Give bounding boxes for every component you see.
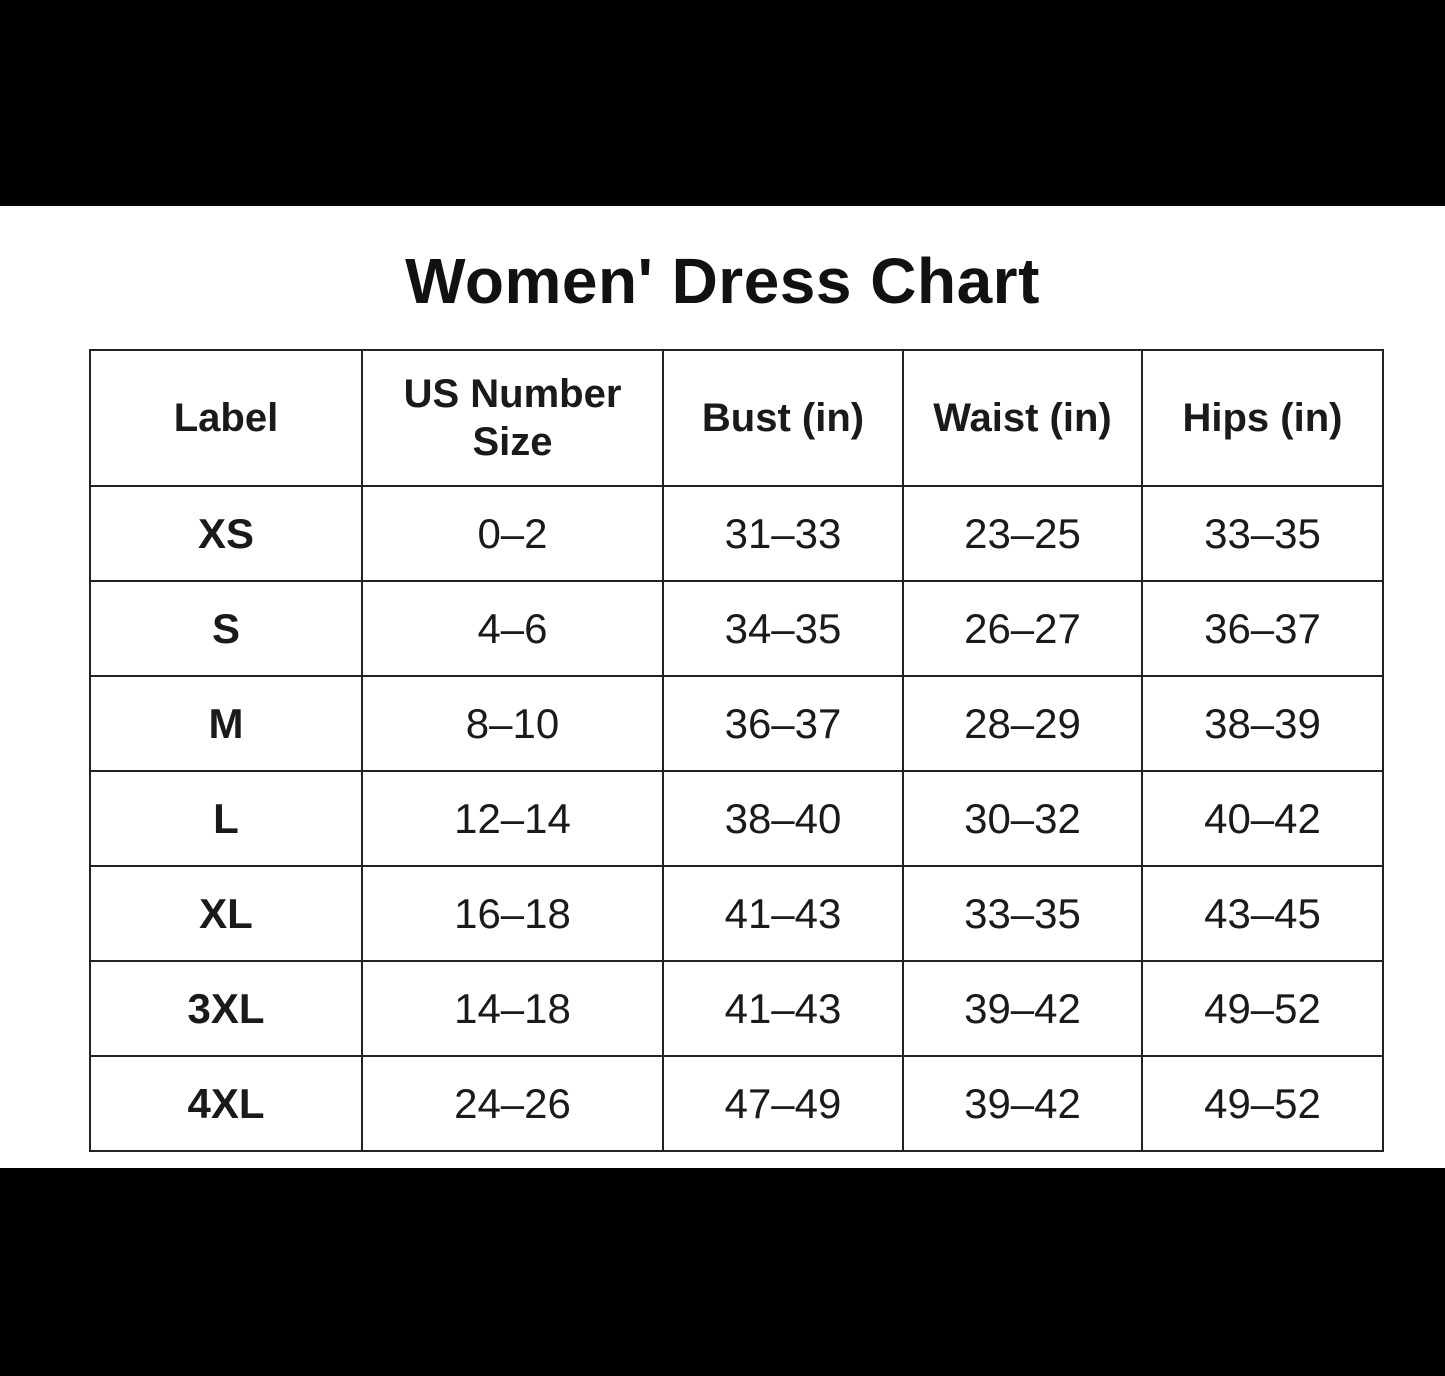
column-header: Label [89,349,363,487]
table-cell: 36–37 [1141,580,1384,677]
table-row: L 12–14 38–40 30–32 40–42 [89,770,1384,867]
table-cell: 40–42 [1141,770,1384,867]
table-cell: 34–35 [662,580,904,677]
table-row: M 8–10 36–37 28–29 38–39 [89,675,1384,772]
table-cell: 38–39 [1141,675,1384,772]
size-label-cell: XL [89,865,363,962]
table-cell: 39–42 [902,1055,1143,1152]
table-cell: 26–27 [902,580,1143,677]
table-cell: 49–52 [1141,1055,1384,1152]
header-row: Label US Number Size Bust (in) Waist (in) Hi… [89,349,1384,487]
table-cell: 24–26 [361,1055,664,1152]
table-cell: 8–10 [361,675,664,772]
table-row: XL 16–18 41–43 33–35 43–45 [89,865,1384,962]
column-header: Waist (in) [902,349,1143,487]
table-cell: 23–25 [902,485,1143,582]
table-cell: 41–43 [662,865,904,962]
table-cell: 47–49 [662,1055,904,1152]
table-cell: 0–2 [361,485,664,582]
size-table: Label US Number Size Bust (in) Waist (in) Hi… [89,349,1384,1152]
table-cell: 43–45 [1141,865,1384,962]
table-cell: 33–35 [1141,485,1384,582]
table-row: 3XL 14–18 41–43 39–42 49–52 [89,960,1384,1057]
column-header: Hips (in) [1141,349,1384,487]
table-cell: 49–52 [1141,960,1384,1057]
column-header: US Number Size [361,349,664,487]
table-cell: 28–29 [902,675,1143,772]
table-cell: 33–35 [902,865,1143,962]
table-cell: 38–40 [662,770,904,867]
table-cell: 36–37 [662,675,904,772]
size-label-cell: 4XL [89,1055,363,1152]
table-cell: 14–18 [361,960,664,1057]
column-header: Bust (in) [662,349,904,487]
table-cell: 41–43 [662,960,904,1057]
table-cell: 30–32 [902,770,1143,867]
table-cell: 4–6 [361,580,664,677]
table-row: S 4–6 34–35 26–27 36–37 [89,580,1384,677]
table-cell: 31–33 [662,485,904,582]
size-label-cell: XS [89,485,363,582]
table-cell: 39–42 [902,960,1143,1057]
table-row: XS 0–2 31–33 23–25 33–35 [89,485,1384,582]
size-label-cell: S [89,580,363,677]
size-label-cell: 3XL [89,960,363,1057]
table-cell: 12–14 [361,770,664,867]
chart-title: Women' Dress Chart [405,245,1040,317]
size-label-cell: M [89,675,363,772]
size-chart-sheet: Women' Dress Chart Label US Number Size Bu… [0,206,1445,1168]
table-row: 4XL 24–26 47–49 39–42 49–52 [89,1055,1384,1152]
table-cell: 16–18 [361,865,664,962]
size-label-cell: L [89,770,363,867]
